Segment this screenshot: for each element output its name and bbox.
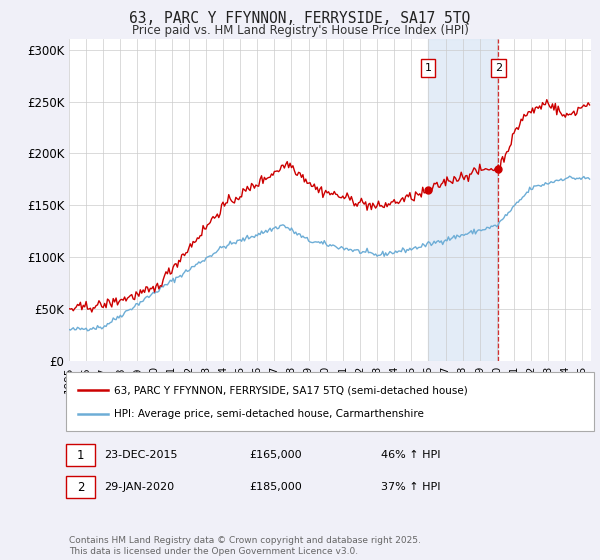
Text: 63, PARC Y FFYNNON, FERRYSIDE, SA17 5TQ: 63, PARC Y FFYNNON, FERRYSIDE, SA17 5TQ — [130, 11, 470, 26]
Bar — [428, 39, 498, 361]
Text: 2: 2 — [494, 63, 502, 73]
Text: 63, PARC Y FFYNNON, FERRYSIDE, SA17 5TQ (semi-detached house): 63, PARC Y FFYNNON, FERRYSIDE, SA17 5TQ … — [114, 385, 468, 395]
Text: 37% ↑ HPI: 37% ↑ HPI — [381, 482, 440, 492]
Text: Contains HM Land Registry data © Crown copyright and database right 2025.
This d: Contains HM Land Registry data © Crown c… — [69, 536, 421, 556]
Text: 46% ↑ HPI: 46% ↑ HPI — [381, 450, 440, 460]
Text: HPI: Average price, semi-detached house, Carmarthenshire: HPI: Average price, semi-detached house,… — [114, 408, 424, 418]
Text: Price paid vs. HM Land Registry's House Price Index (HPI): Price paid vs. HM Land Registry's House … — [131, 24, 469, 36]
Text: 29-JAN-2020: 29-JAN-2020 — [104, 482, 174, 492]
Text: 2: 2 — [77, 480, 84, 494]
Text: 1: 1 — [425, 63, 431, 73]
Text: £165,000: £165,000 — [249, 450, 302, 460]
Text: £185,000: £185,000 — [249, 482, 302, 492]
Text: 1: 1 — [77, 449, 84, 462]
Text: 23-DEC-2015: 23-DEC-2015 — [104, 450, 178, 460]
